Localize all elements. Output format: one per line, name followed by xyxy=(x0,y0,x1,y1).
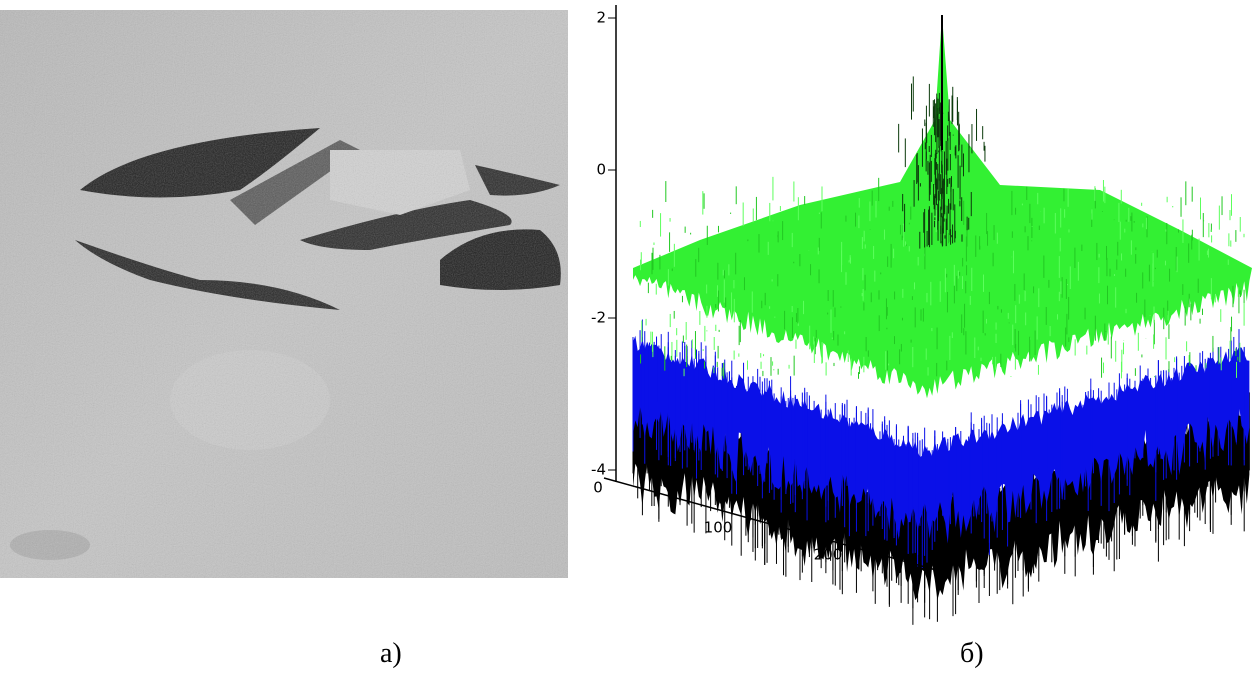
spectrum-layer xyxy=(633,389,1250,601)
photo xyxy=(0,10,568,578)
x-tick-label: 100 xyxy=(704,519,733,537)
x-tick-label: 200 xyxy=(814,546,843,564)
caption: б) xyxy=(960,638,984,669)
z-tick-label: -4 xyxy=(591,461,606,479)
z-tick-label: 2 xyxy=(596,9,606,27)
caption: а) xyxy=(380,638,402,669)
x-axis xyxy=(603,477,937,571)
x-tick-label: 0 xyxy=(593,479,603,497)
z-tick-label: 0 xyxy=(596,161,606,179)
z-tick-label: -2 xyxy=(591,309,606,327)
spectrum-layer xyxy=(633,15,1252,399)
spectrum-layer xyxy=(633,335,1250,544)
spectrum-plot xyxy=(632,15,1252,625)
